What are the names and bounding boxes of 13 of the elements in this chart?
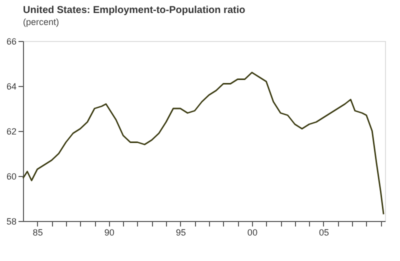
y-tick-label: 58 (6, 216, 16, 226)
line-series (22, 72, 384, 215)
x-tick-label: 85 (32, 228, 43, 238)
x-tick-label: 05 (318, 228, 329, 238)
y-tick-label: 64 (6, 82, 16, 92)
y-tick-label: 62 (6, 126, 16, 136)
chart-title: United States: Employment-to-Population ratio (23, 5, 246, 16)
y-tick-label: 60 (6, 172, 16, 182)
y-tick-label: 66 (6, 36, 16, 46)
x-tick-label: 95 (176, 228, 186, 238)
chart-subtitle: (percent) (23, 17, 60, 27)
x-tick-label: 00 (247, 228, 258, 238)
x-tick-label: 90 (104, 228, 114, 238)
